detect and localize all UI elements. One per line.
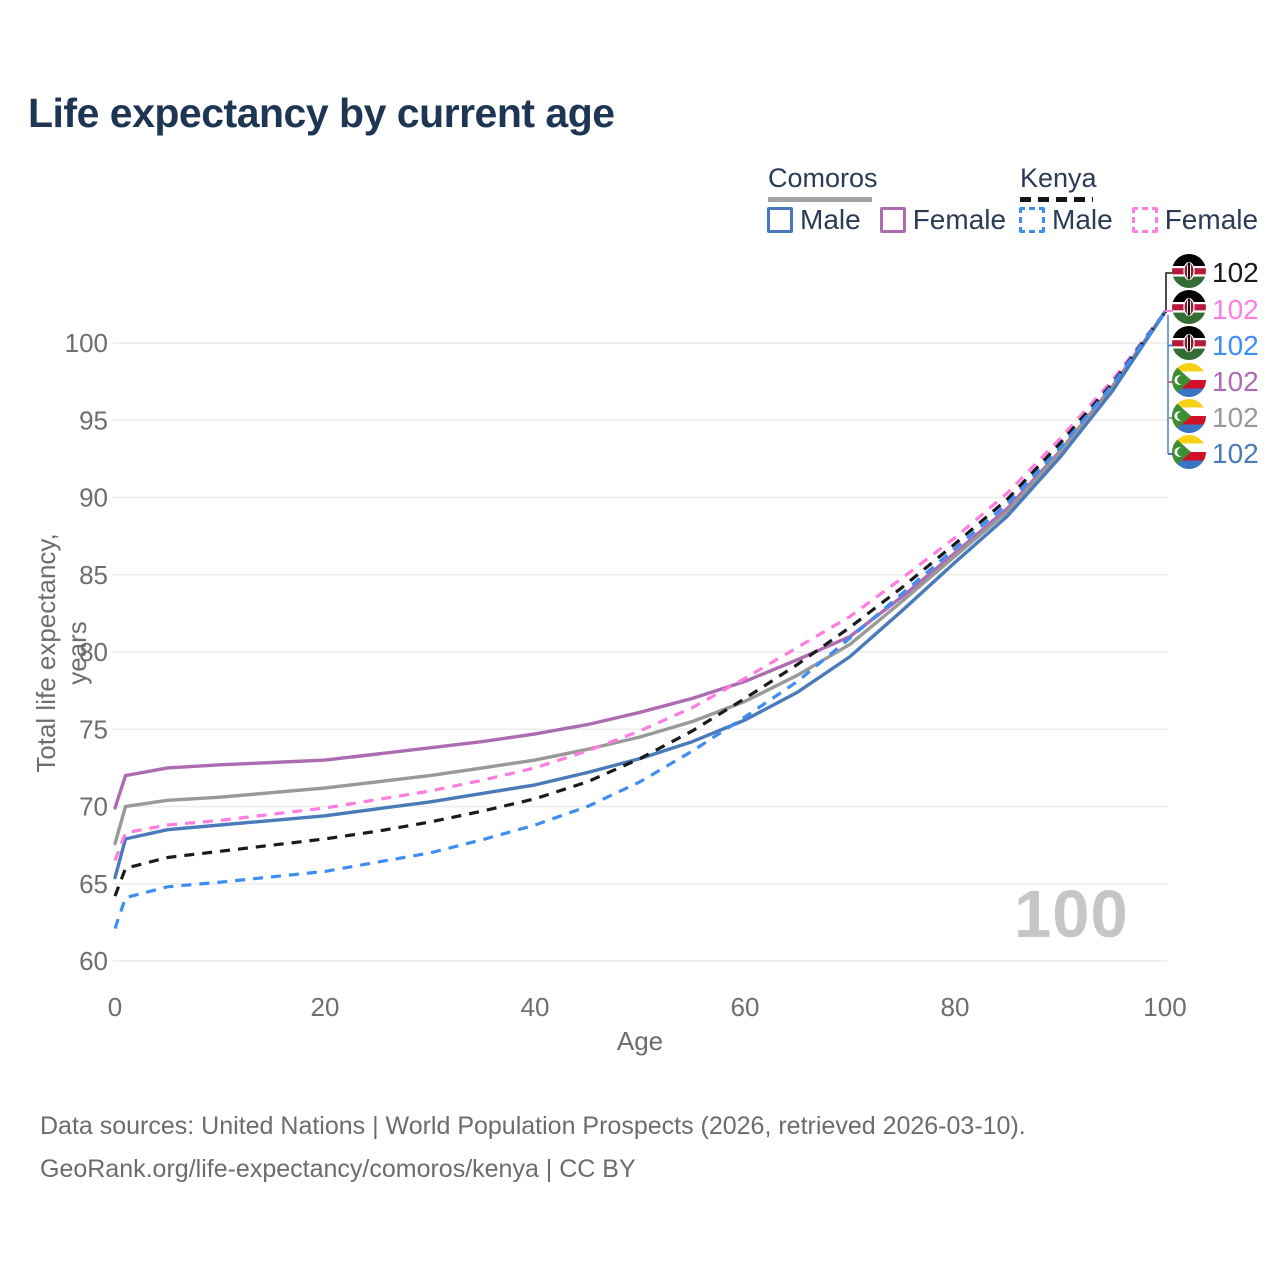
x-tick-label-60: 60: [731, 992, 760, 1022]
end-label-comoros-female: 102: [1172, 362, 1259, 402]
kenya-female-swatch-icon: [1131, 207, 1158, 233]
legend-comoros-male-label: Male: [800, 204, 861, 235]
legend-item-comoros-male[interactable]: Male: [767, 204, 861, 236]
legend-kenya-female-label: Female: [1164, 204, 1259, 235]
end-label-value: 102: [1212, 402, 1259, 433]
end-label-value: 102: [1212, 257, 1259, 288]
end-label-value: 102: [1212, 329, 1259, 361]
comoros-male-swatch-icon: [767, 207, 793, 233]
end-label-kenya-both-sexes: 102: [1172, 253, 1259, 293]
end-label-comoros-both-sexes: 102: [1172, 398, 1259, 438]
x-tick-label-100: 100: [1143, 992, 1186, 1022]
series-line-kenya-both-sexes[interactable]: [113, 311, 1167, 897]
x-tick-label-0: 0: [108, 992, 122, 1022]
comoros-flag-icon: [1172, 362, 1206, 402]
hover-age-indicator: 100: [1014, 877, 1129, 952]
legend-kenya-label: Kenya: [1020, 163, 1097, 193]
legend-kenya-male-label: Male: [1052, 204, 1113, 235]
connector-kenya-both-sexes: [1165, 272, 1173, 313]
kenya-flag-icon: [1172, 253, 1206, 293]
legend-item-comoros-female[interactable]: Female: [879, 204, 1007, 236]
y-tick-label-100: 100: [65, 328, 108, 358]
legend-comoros-female-label: Female: [912, 204, 1007, 235]
comoros-flag-icon: [1172, 398, 1206, 438]
x-tick-label-80: 80: [941, 992, 970, 1022]
series-line-comoros-male[interactable]: [113, 310, 1167, 880]
end-label-value: 102: [1212, 438, 1259, 469]
y-tick-label-85: 85: [79, 560, 108, 590]
legend-comoros-underline: [768, 197, 872, 202]
end-label-kenya-male: 102: [1172, 326, 1259, 365]
legend-group-comoros-header[interactable]: Comoros: [768, 163, 878, 202]
footer: Data sources: United Nations | World Pop…: [40, 1105, 1026, 1191]
source-url-text[interactable]: GeoRank.org/life-expectancy/comoros/keny…: [40, 1155, 636, 1183]
legend-item-kenya-male[interactable]: Male: [1019, 204, 1113, 236]
end-label-kenya-female: 102: [1172, 290, 1259, 329]
y-tick-label-90: 90: [79, 483, 108, 513]
end-label-comoros-male: 102: [1172, 434, 1259, 474]
legend-group-kenya-header[interactable]: Kenya: [1020, 163, 1097, 202]
kenya-male-swatch-icon: [1019, 207, 1045, 233]
legend-kenya-underline: [1020, 197, 1093, 202]
y-tick-label-60: 60: [79, 946, 108, 976]
x-tick-label-40: 40: [521, 992, 550, 1022]
end-label-value: 102: [1212, 293, 1259, 325]
x-axis-title: Age: [616, 1026, 664, 1056]
end-label-value: 102: [1212, 366, 1259, 397]
kenya-flag-icon: [1172, 290, 1206, 329]
y-axis-title: Total life expectancy, years: [31, 533, 92, 773]
series-line-comoros-female[interactable]: [113, 310, 1167, 810]
y-tick-label-70: 70: [79, 792, 108, 822]
legend-comoros-label: Comoros: [768, 163, 878, 193]
y-tick-label-95: 95: [79, 405, 108, 435]
comoros-flag-icon: [1172, 434, 1206, 474]
series-line-kenya-male[interactable]: [113, 311, 1167, 930]
x-tick-label-20: 20: [311, 992, 340, 1022]
comoros-female-swatch-icon: [879, 207, 906, 233]
legend-item-kenya-female[interactable]: Female: [1131, 204, 1259, 236]
y-tick-label-75: 75: [79, 714, 108, 744]
page-title: Life expectancy by current age: [28, 90, 615, 136]
series-line-comoros-both-sexes[interactable]: [113, 310, 1167, 846]
series-line-kenya-female[interactable]: [113, 311, 1167, 862]
y-tick-label-65: 65: [79, 869, 108, 899]
data-sources-text: Data sources: United Nations | World Pop…: [40, 1112, 1026, 1140]
kenya-flag-icon: [1172, 326, 1206, 365]
y-tick-label-80: 80: [79, 637, 108, 667]
